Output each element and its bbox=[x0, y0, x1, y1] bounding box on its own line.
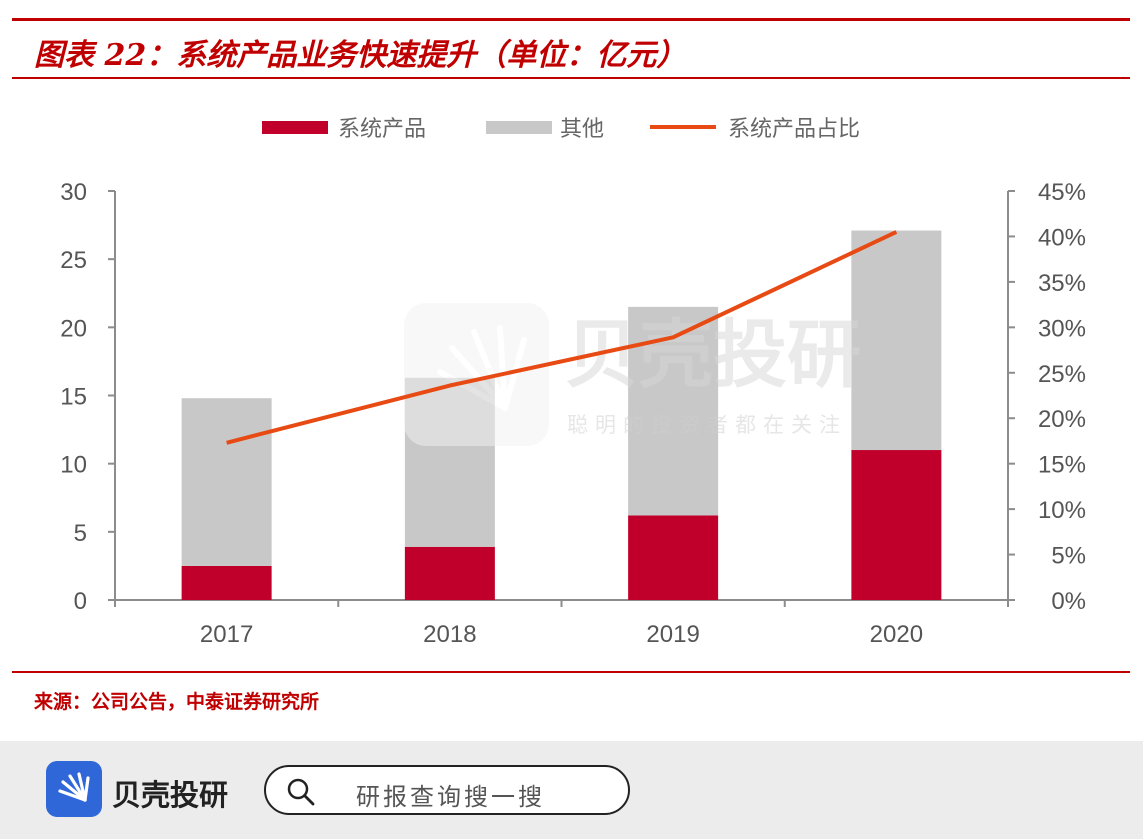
left-tick-label: 15 bbox=[60, 384, 87, 411]
right-tick-label: 20% bbox=[1038, 406, 1086, 433]
chart: 系统产品 其他 系统产品占比 0 5 10 15 20 25 30 0% 5% 10% 15% 20% 25… bbox=[60, 117, 1086, 648]
x-tick-label: 2019 bbox=[646, 621, 699, 648]
legend-label: 系统产品占比 bbox=[728, 117, 860, 142]
app-name[interactable]: 贝壳投研 bbox=[112, 778, 229, 812]
legend-swatch bbox=[262, 121, 328, 134]
watermark: 贝壳投研 聪明的投资者都在关注 bbox=[404, 303, 861, 446]
right-tick-label: 25% bbox=[1038, 361, 1086, 388]
bar-2019-system bbox=[628, 515, 719, 600]
x-tick-label: 2020 bbox=[870, 621, 923, 648]
title-rule bbox=[12, 77, 1130, 79]
right-tick-label: 5% bbox=[1051, 543, 1086, 570]
x-tick-label: 2018 bbox=[423, 621, 476, 648]
left-tick-label: 30 bbox=[60, 179, 87, 206]
search-icon bbox=[287, 778, 315, 806]
bottom-rule bbox=[12, 671, 1130, 673]
right-tick-label: 40% bbox=[1038, 224, 1086, 251]
legend-label: 其他 bbox=[560, 117, 604, 142]
right-tick-label: 0% bbox=[1051, 588, 1086, 615]
left-tick-label: 0 bbox=[74, 588, 87, 615]
bar-2017-system bbox=[181, 565, 272, 600]
bar-2020-other bbox=[851, 230, 942, 451]
legend: 系统产品 其他 系统产品占比 bbox=[262, 117, 860, 142]
bar-2017-other bbox=[181, 398, 272, 566]
top-rule bbox=[12, 18, 1130, 21]
bar-2019-other bbox=[628, 306, 719, 516]
search-placeholder: 研报查询搜一搜 bbox=[356, 783, 545, 811]
right-tick-label: 15% bbox=[1038, 452, 1086, 479]
search-input[interactable]: 研报查询搜一搜 bbox=[264, 765, 630, 815]
right-tick-label: 35% bbox=[1038, 270, 1086, 297]
source-note: 来源：公司公告，中泰证券研究所 bbox=[34, 691, 320, 713]
legend-swatch bbox=[486, 121, 552, 134]
ratio-line-layer bbox=[226, 230, 898, 445]
bar-2018-system bbox=[404, 546, 495, 600]
x-tick-label: 2017 bbox=[200, 621, 253, 648]
right-tick-label: 45% bbox=[1038, 179, 1086, 206]
legend-label: 系统产品 bbox=[338, 117, 426, 142]
app-logo[interactable] bbox=[46, 761, 102, 817]
chart-title: 图表 22：系统产品业务快速提升（单位：亿元） bbox=[34, 38, 687, 73]
left-tick-label: 20 bbox=[60, 315, 87, 342]
watermark-brand: 贝壳投研 bbox=[565, 312, 861, 398]
left-tick-label: 10 bbox=[60, 452, 87, 479]
bar-2020-system bbox=[851, 450, 942, 600]
footer-bar: 贝壳投研 研报查询搜一搜 bbox=[0, 741, 1143, 839]
bars bbox=[181, 230, 942, 600]
axes: 0 5 10 15 20 25 30 0% 5% 10% 15% 20% 25% 30% 35% 40% 45%… bbox=[60, 179, 1086, 648]
right-tick-label: 30% bbox=[1038, 315, 1086, 342]
ratio-line bbox=[226, 230, 898, 445]
right-tick-label: 10% bbox=[1038, 497, 1086, 524]
watermark-slogan: 聪明的投资者都在关注 bbox=[567, 413, 847, 437]
left-tick-label: 25 bbox=[60, 247, 87, 274]
left-tick-label: 5 bbox=[74, 520, 87, 547]
shell-icon bbox=[58, 772, 90, 802]
